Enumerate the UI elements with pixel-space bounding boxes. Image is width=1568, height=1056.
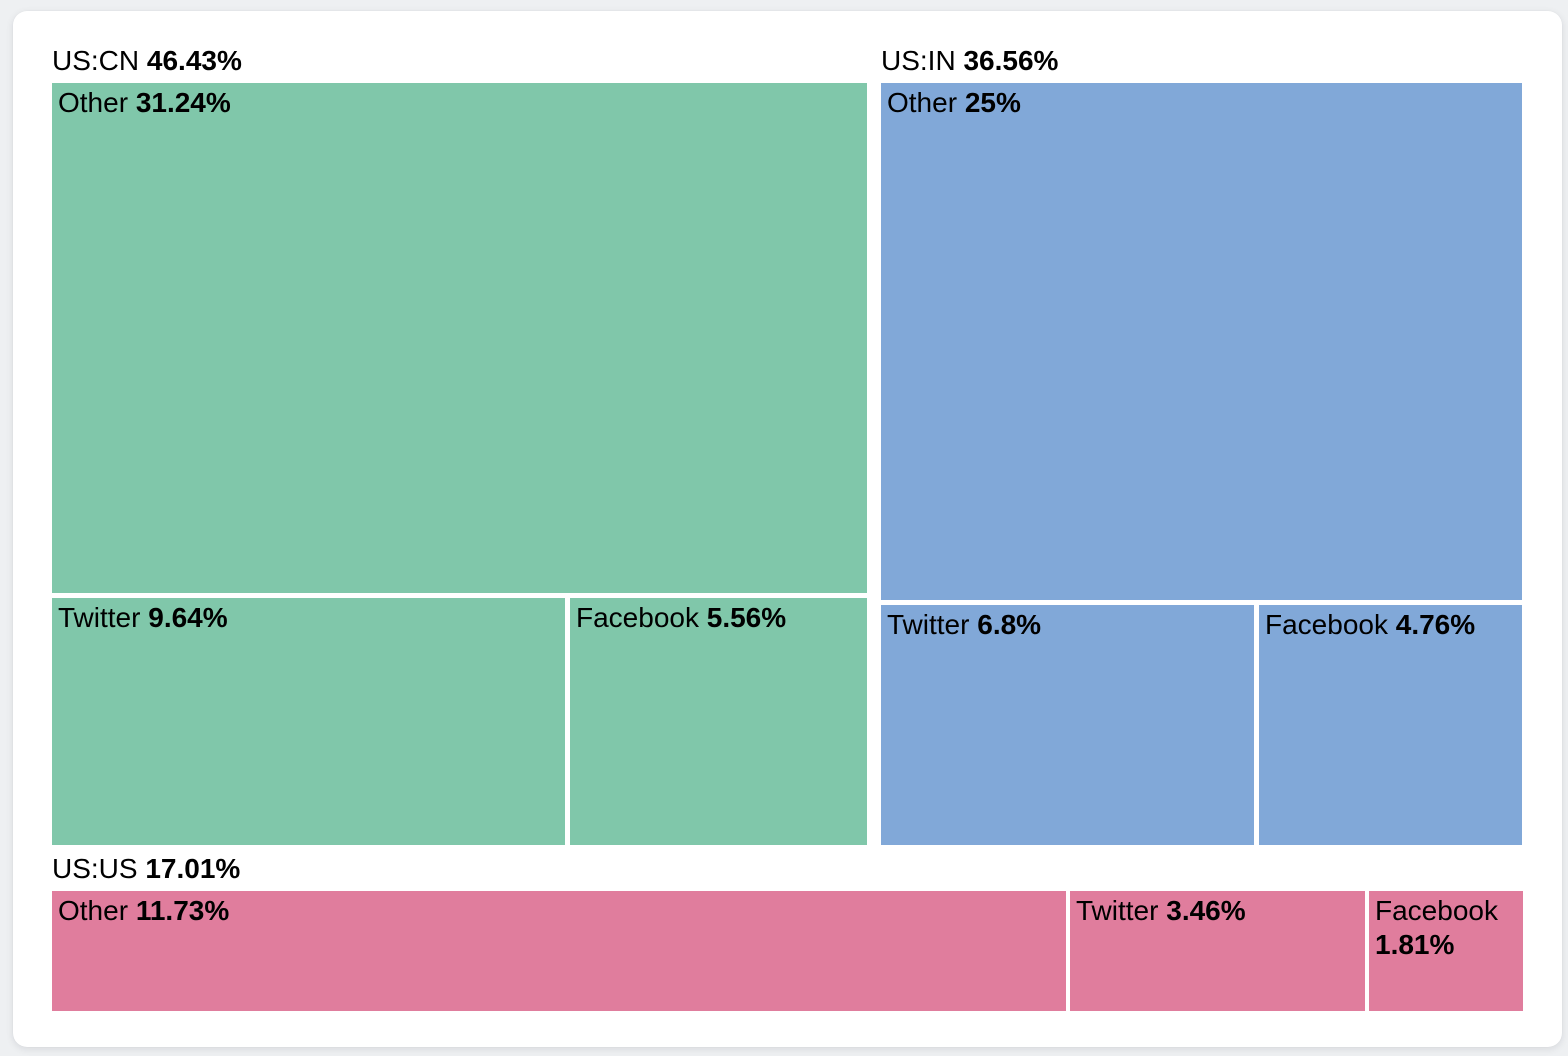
- group-header-us-in: US:IN 36.56%: [881, 44, 1058, 78]
- cell-label: Other: [887, 87, 958, 118]
- treemap-cell-us-in-facebook[interactable]: Facebook 4.76%: [1259, 605, 1522, 845]
- treemap-cell-us-us-twitter[interactable]: Twitter 3.46%: [1070, 891, 1365, 1011]
- treemap-cell-us-us-facebook[interactable]: Facebook 1.81%: [1369, 891, 1523, 1011]
- group-label: US:US: [52, 853, 138, 884]
- treemap-cell-us-in-twitter[interactable]: Twitter 6.8%: [881, 605, 1254, 845]
- treemap-cell-us-us-other[interactable]: Other 11.73%: [52, 891, 1066, 1011]
- cell-value: 31.24%: [135, 87, 231, 118]
- cell-value: 6.8%: [977, 609, 1042, 640]
- treemap-card: US:CN 46.43% Other 31.24% Twitter 9.64% …: [13, 11, 1562, 1047]
- cell-label: Other: [58, 895, 129, 926]
- group-header-us-us: US:US 17.01%: [52, 852, 240, 886]
- treemap-cell-us-in-other[interactable]: Other 25%: [881, 83, 1522, 600]
- cell-value: 1.81%: [1375, 929, 1455, 960]
- group-header-us-cn: US:CN 46.43%: [52, 44, 242, 78]
- group-value: 36.56%: [963, 45, 1059, 76]
- group-label: US:CN: [52, 45, 140, 76]
- group-label: US:IN: [881, 45, 956, 76]
- cell-label: Other: [58, 87, 129, 118]
- cell-label: Twitter: [1076, 895, 1159, 926]
- cell-value: 25%: [964, 87, 1021, 118]
- cell-value: 4.76%: [1395, 609, 1476, 640]
- treemap-cell-us-cn-twitter[interactable]: Twitter 9.64%: [52, 598, 565, 845]
- cell-value: 11.73%: [135, 895, 230, 926]
- cell-value: 3.46%: [1166, 895, 1246, 926]
- cell-label: Twitter: [58, 602, 141, 633]
- cell-value: 9.64%: [148, 602, 228, 633]
- cell-label: Facebook: [1375, 895, 1498, 926]
- cell-label: Facebook: [576, 602, 699, 633]
- cell-value: 5.56%: [706, 602, 787, 633]
- treemap-cell-us-cn-facebook[interactable]: Facebook 5.56%: [570, 598, 867, 845]
- cell-label: Twitter: [887, 609, 970, 640]
- cell-label: Facebook: [1265, 609, 1388, 640]
- group-value: 17.01%: [145, 853, 241, 884]
- treemap-cell-us-cn-other[interactable]: Other 31.24%: [52, 83, 867, 593]
- group-value: 46.43%: [146, 45, 242, 76]
